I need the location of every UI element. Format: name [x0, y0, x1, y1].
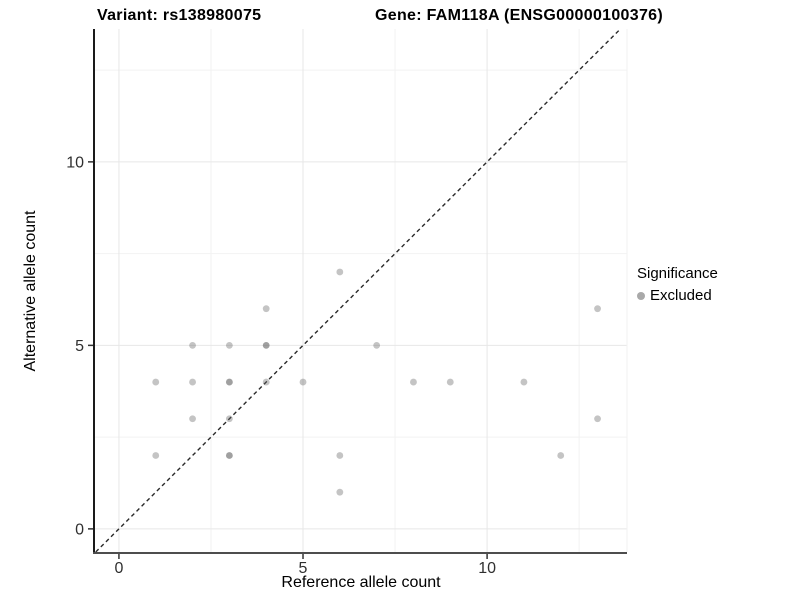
variant-title: Variant: rs138980075 [97, 7, 262, 24]
legend-item-label: Excluded [650, 287, 712, 304]
data-point [189, 415, 196, 423]
data-point [594, 305, 601, 313]
data-point [557, 452, 565, 459]
y-tick-label: 0 [75, 521, 84, 538]
legend-title: Significance [637, 265, 718, 282]
data-point [373, 341, 381, 349]
data-point [410, 378, 417, 386]
data-point [225, 452, 233, 459]
data-point [520, 378, 528, 386]
data-point [189, 341, 196, 349]
data-point [446, 378, 454, 386]
y-tick-label: 5 [75, 338, 84, 355]
data-point [336, 452, 344, 459]
data-point [299, 378, 307, 386]
data-point [594, 415, 601, 423]
data-point [336, 268, 344, 276]
data-point [262, 378, 270, 386]
data-point [225, 415, 233, 423]
data-point [336, 488, 344, 496]
data-point [262, 305, 270, 313]
gene-title: Gene: FAM118A (ENSG00000100376) [375, 7, 663, 24]
legend-item-excluded: Excluded [637, 287, 718, 304]
excluded-point-icon [637, 291, 645, 300]
data-point [152, 378, 160, 386]
data-point [189, 378, 196, 386]
data-point [225, 378, 233, 386]
x-tick-label: 5 [299, 560, 308, 577]
y-axis-title: Alternative allele count [22, 210, 39, 372]
y-tick-label: 10 [66, 154, 84, 171]
data-point [262, 341, 270, 349]
x-tick-label: 10 [478, 560, 496, 577]
data-point [152, 452, 160, 459]
identity-line [95, 28, 621, 553]
x-axis-title: Reference allele count [281, 574, 441, 591]
data-point [225, 341, 233, 349]
x-tick-label: 0 [114, 560, 123, 577]
legend: Significance Excluded [637, 265, 718, 304]
